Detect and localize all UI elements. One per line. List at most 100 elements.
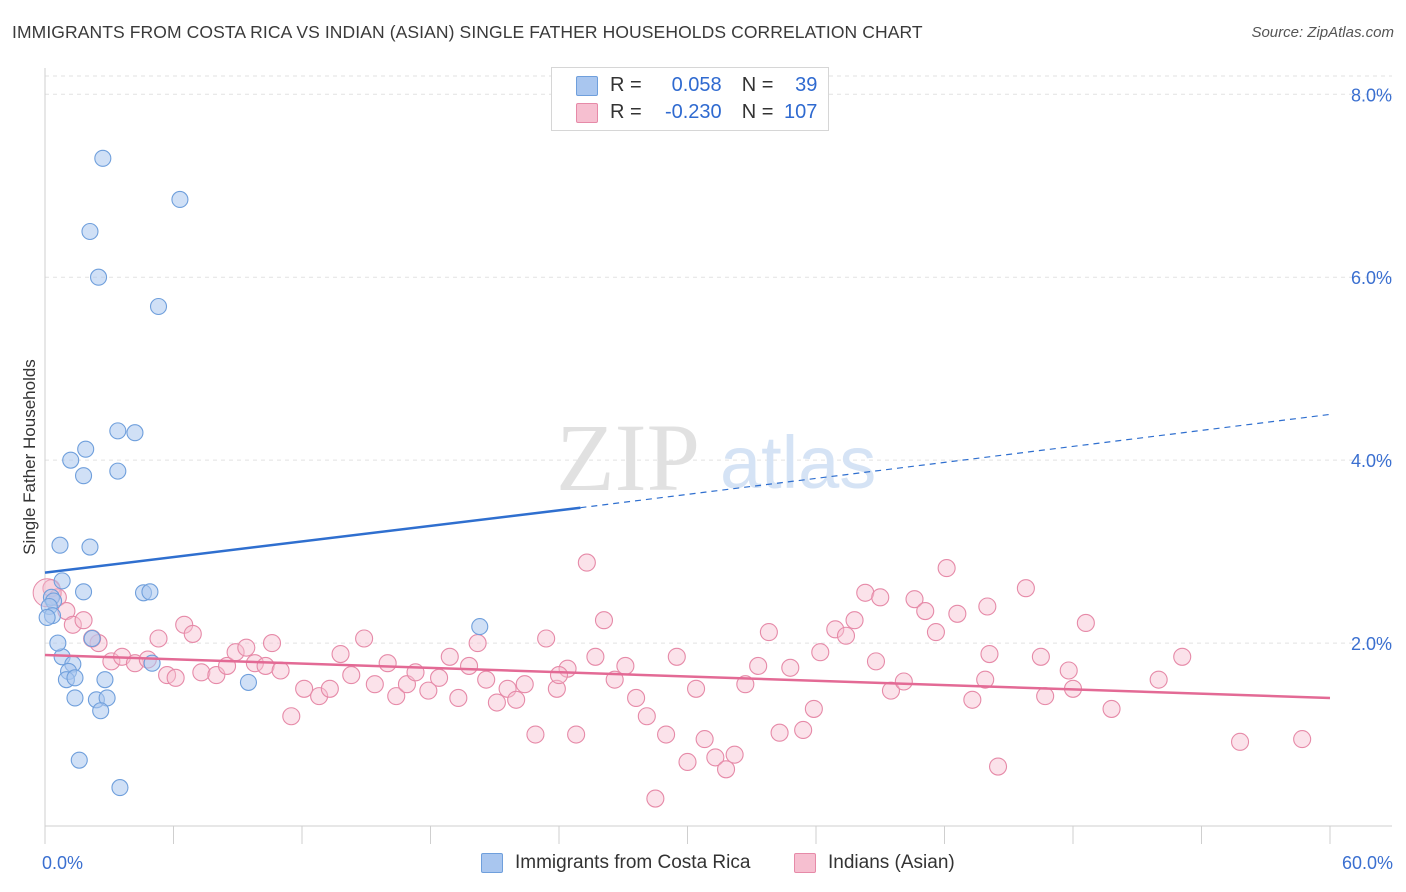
point-indians-asian: [811, 643, 830, 662]
point-costa-rica: [62, 451, 80, 469]
point-indians-asian: [567, 725, 586, 744]
point-indians-asian: [856, 583, 875, 602]
point-indians-asian: [770, 723, 789, 742]
legend-r-value: -0.230: [664, 101, 722, 123]
point-indians-asian: [826, 620, 845, 639]
legend-swatch-blue: [576, 75, 598, 96]
point-indians-asian: [667, 647, 686, 666]
point-indians-asian: [678, 752, 697, 772]
point-indians-asian: [1016, 579, 1035, 598]
point-indians-asian: [365, 675, 384, 694]
point-indians-asian: [836, 626, 856, 645]
point-indians-asian: [355, 629, 374, 648]
point-indians-asian: [637, 707, 656, 726]
trend-line-costa-rica: [44, 506, 581, 574]
point-indians-asian: [1076, 613, 1095, 633]
point-costa-rica: [66, 669, 84, 687]
point-indians-asian: [1031, 647, 1050, 666]
legend-r-value: 0.058: [671, 74, 722, 96]
point-indians-asian: [183, 624, 202, 643]
point-indians-asian: [871, 588, 890, 607]
point-costa-rica: [75, 583, 93, 601]
point-costa-rica: [171, 190, 189, 209]
legend-swatch-pink: [576, 102, 598, 123]
point-indians-asian: [594, 611, 614, 630]
point-indians-asian: [586, 647, 605, 666]
point-indians-asian: [1102, 699, 1121, 718]
point-costa-rica: [81, 538, 99, 556]
legend-n-value: 107: [784, 101, 818, 123]
point-indians-asian: [657, 725, 676, 744]
point-indians-asian: [537, 629, 556, 648]
point-indians-asian: [63, 615, 82, 634]
point-indians-asian: [310, 687, 329, 706]
point-indians-asian: [1293, 730, 1312, 749]
tick-labels: 2.0% 4.0% 6.0% 8.0% 0.0% 60.0%: [42, 85, 1393, 873]
point-costa-rica: [51, 536, 69, 554]
x-tick-label: 0.0%: [42, 853, 83, 873]
point-indians-asian: [804, 699, 823, 718]
point-costa-rica: [111, 779, 129, 797]
point-costa-rica: [96, 671, 114, 689]
bottom-legend-costa-rica: Immigrants from Costa Rica: [481, 852, 750, 874]
point-indians-asian: [627, 688, 646, 708]
point-indians-asian: [487, 693, 506, 712]
series-indians-asian: [32, 553, 1312, 808]
point-costa-rica: [77, 440, 95, 458]
y-tick-label: 8.0%: [1351, 85, 1392, 105]
point-costa-rica: [109, 422, 127, 440]
legend-n-value: 39: [795, 74, 818, 96]
point-indians-asian: [905, 590, 924, 609]
legend-row-indians: R = -0.230 N = 107: [576, 101, 817, 124]
point-costa-rica: [75, 467, 93, 485]
point-indians-asian: [192, 663, 211, 682]
point-costa-rica: [126, 424, 144, 442]
bottom-legend-label: Immigrants from Costa Rica: [515, 852, 751, 873]
point-indians-asian: [526, 725, 545, 744]
point-indians-asian: [468, 634, 487, 653]
point-costa-rica: [141, 583, 159, 601]
point-indians-asian: [937, 559, 956, 578]
watermark-atlas: atlas: [720, 421, 876, 504]
legend-n-label: N =: [741, 101, 774, 123]
point-indians-asian: [1036, 687, 1055, 706]
chart-title: IMMIGRANTS FROM COSTA RICA VS INDIAN (AS…: [12, 22, 923, 42]
point-indians-asian: [282, 707, 301, 726]
point-indians-asian: [926, 623, 945, 642]
point-costa-rica: [66, 689, 84, 707]
point-indians-asian: [459, 656, 479, 675]
point-indians-asian: [736, 675, 755, 694]
source-credit: Source: ZipAtlas.com: [1251, 24, 1394, 41]
point-costa-rica: [149, 297, 168, 316]
trend-lines: [44, 413, 1331, 700]
point-indians-asian: [507, 690, 526, 709]
stats-legend: R = 0.058 N = 39 R = -0.230 N = 107: [551, 67, 829, 131]
point-indians-asian: [894, 672, 913, 691]
point-indians-asian: [166, 668, 185, 687]
point-indians-asian: [845, 611, 864, 630]
point-costa-rica: [94, 149, 112, 167]
point-indians-asian: [74, 611, 93, 630]
point-costa-rica: [53, 572, 71, 590]
series-costa-rica: [38, 149, 489, 797]
bottom-legend-label: Indians (Asian): [828, 852, 955, 873]
watermark: ZIP atlas: [556, 404, 876, 511]
point-indians-asian: [515, 675, 534, 694]
point-indians-asian: [295, 679, 314, 698]
axes: [44, 68, 1392, 844]
point-costa-rica: [81, 222, 99, 241]
trend-line-costa-rica-dashed: [580, 413, 1331, 509]
legend-r-label: R =: [610, 101, 642, 123]
point-indians-asian: [687, 679, 706, 698]
point-indians-asian: [237, 638, 256, 657]
watermark-zip: ZIP: [556, 404, 700, 511]
point-indians-asian: [440, 647, 459, 666]
bottom-legend-indians: Indians (Asian): [794, 852, 955, 874]
point-indians-asian: [1059, 661, 1078, 680]
point-indians-asian: [262, 634, 282, 653]
point-indians-asian: [716, 760, 736, 779]
y-axis-label: Single Father Households: [20, 359, 39, 555]
point-indians-asian: [378, 654, 397, 673]
legend-row-costa-rica: R = 0.058 N = 39: [576, 74, 817, 97]
